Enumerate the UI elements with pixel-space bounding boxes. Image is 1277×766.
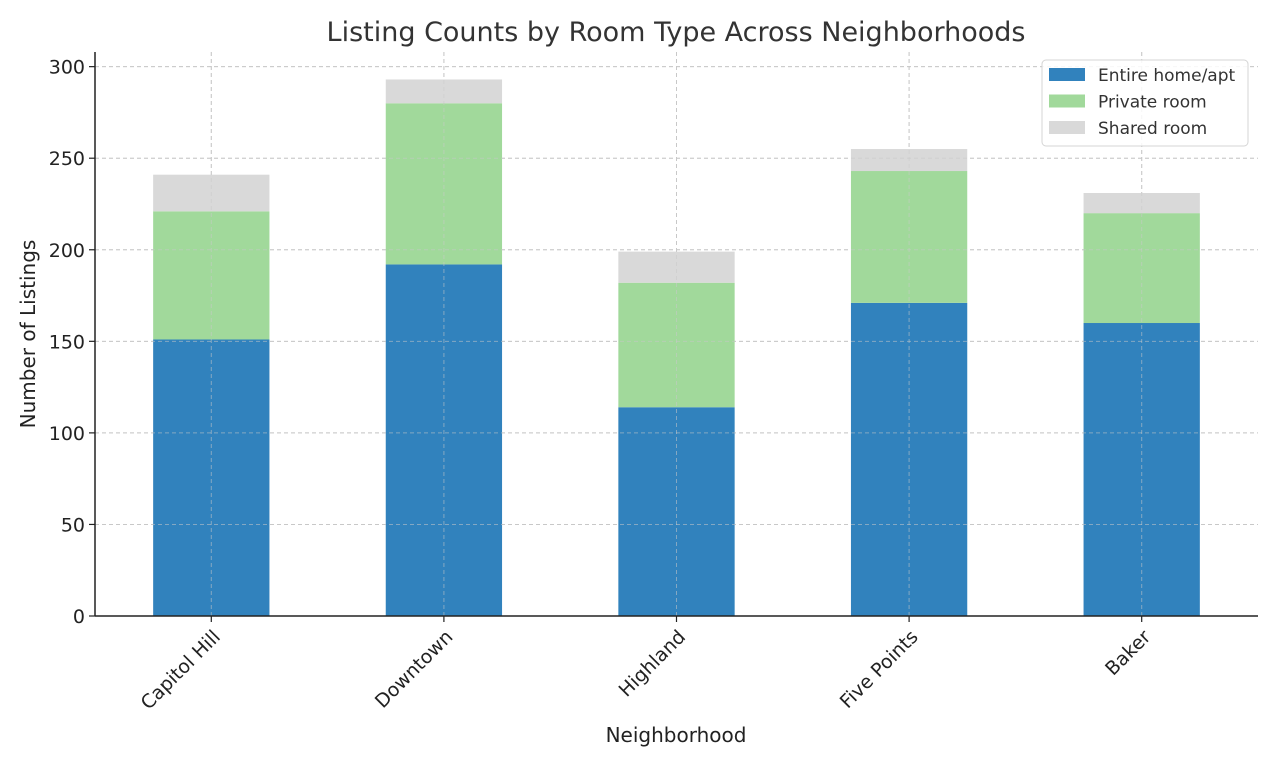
legend-label: Entire home/apt bbox=[1098, 66, 1236, 86]
legend-swatch bbox=[1049, 121, 1085, 134]
y-tick-label: 150 bbox=[49, 331, 85, 353]
y-tick-label: 300 bbox=[49, 57, 85, 79]
y-tick-label: 200 bbox=[49, 240, 85, 262]
x-tick-label: Downtown bbox=[371, 626, 458, 713]
y-tick-label: 50 bbox=[61, 514, 85, 536]
bar-entire-home-apt bbox=[1083, 323, 1200, 616]
bar-shared-room bbox=[1083, 193, 1200, 214]
y-tick-label: 0 bbox=[73, 606, 85, 628]
bar-shared-room bbox=[385, 79, 503, 104]
legend-swatch bbox=[1049, 94, 1085, 108]
x-tick-label: Five Points bbox=[836, 626, 923, 713]
bars bbox=[95, 52, 1258, 616]
x-tick-label: Highland bbox=[615, 626, 690, 701]
axes bbox=[89, 52, 1258, 622]
y-tick-label: 250 bbox=[49, 148, 85, 170]
legend-box bbox=[1041, 59, 1249, 147]
bar-entire-home-apt bbox=[153, 339, 270, 616]
bar-private-room bbox=[618, 282, 735, 408]
bar-entire-home-apt bbox=[618, 407, 735, 616]
legend: Entire home/apt Private room Shared room bbox=[1041, 59, 1249, 147]
y-tick-label: 100 bbox=[49, 423, 85, 445]
legend-label: Shared room bbox=[1098, 119, 1207, 139]
y-axis-label: Number of Listings bbox=[16, 240, 40, 429]
x-tick-label: Capitol Hill bbox=[137, 626, 225, 714]
chart-title: Listing Counts by Room Type Across Neigh… bbox=[327, 17, 1026, 48]
legend-label: Private room bbox=[1098, 93, 1207, 113]
x-axis-label: Neighborhood bbox=[606, 723, 747, 747]
x-tick-label: Baker bbox=[1101, 626, 1155, 680]
bar-private-room bbox=[385, 103, 503, 265]
legend-swatch bbox=[1049, 68, 1085, 81]
